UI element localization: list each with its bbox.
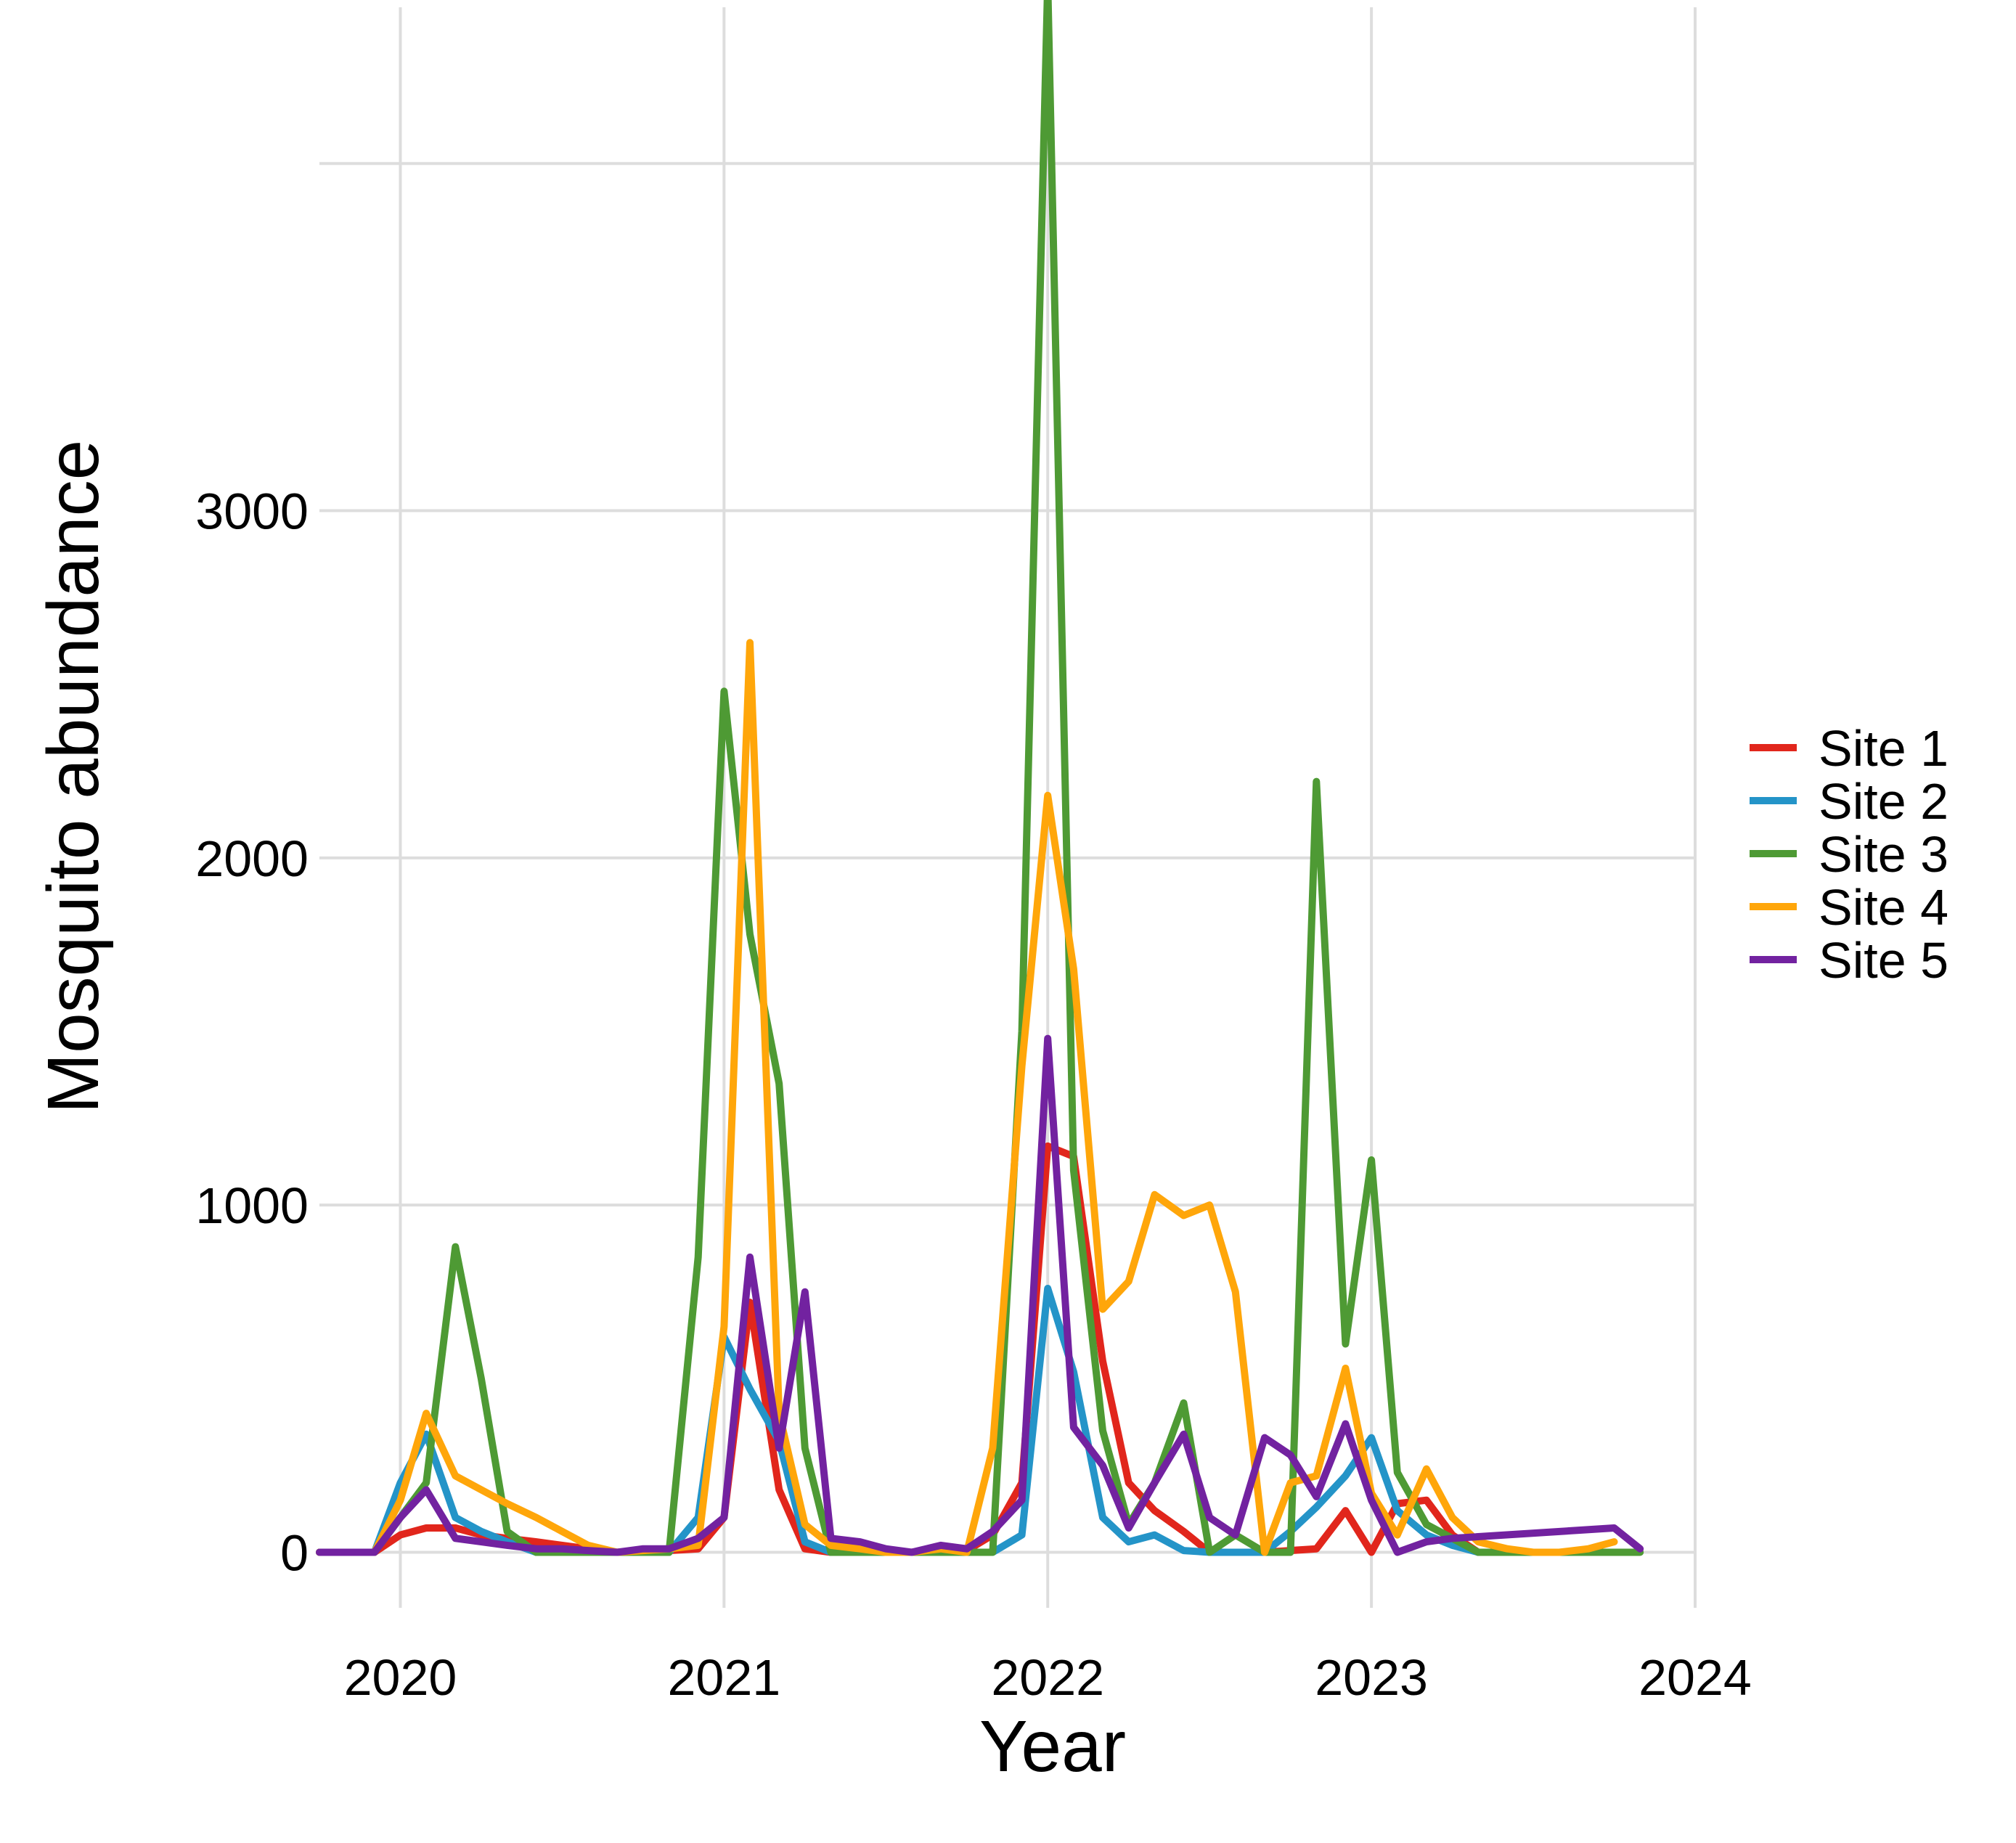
x-tick-label: 2020 [344,1649,457,1706]
x-tick-label: 2024 [1638,1649,1752,1706]
data-lines [316,0,1644,1556]
y-tick-label: 0 [280,1524,309,1581]
series-line-site-2 [316,1285,1482,1556]
x-axis-title: Year [979,1706,1126,1787]
series-line-site-5 [316,1034,1644,1556]
legend-label: Site 1 [1819,720,1948,777]
legend-label: Site 5 [1819,932,1948,989]
y-tick-label: 3000 [195,483,309,540]
x-axis-ticks: 2020 2021 2022 2023 2024 [344,1649,1752,1706]
series-line-site-3 [316,0,1644,1556]
y-axis-ticks: 0 1000 2000 3000 [195,483,309,1582]
x-tick-label: 2023 [1315,1649,1428,1706]
y-tick-label: 2000 [195,830,309,887]
x-tick-label: 2022 [991,1649,1104,1706]
y-axis-title: Mosquito abundance [33,440,114,1113]
x-tick-label: 2021 [667,1649,780,1706]
legend-label: Site 2 [1819,773,1948,830]
legend-label: Site 4 [1819,879,1948,936]
y-tick-label: 1000 [195,1177,309,1234]
legend-label: Site 3 [1819,826,1948,883]
series-line-site-4 [316,639,1618,1556]
gridlines [319,7,1697,1608]
